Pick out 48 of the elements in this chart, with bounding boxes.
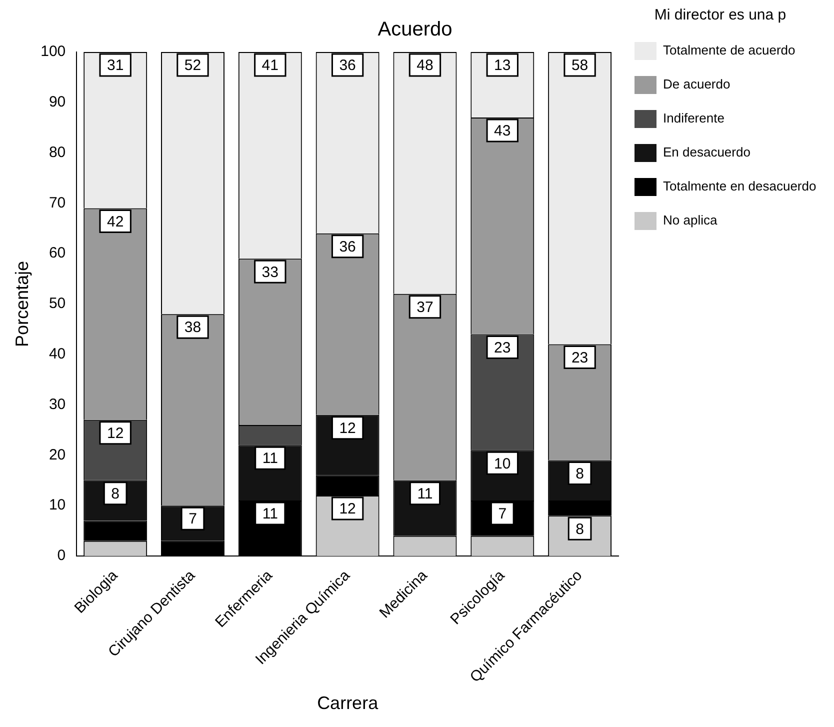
data-label: 38 [184, 319, 202, 336]
data-label: 8 [576, 520, 584, 538]
y-tick-label: 10 [48, 496, 66, 514]
data-label: 8 [576, 465, 584, 482]
data-label: 8 [111, 486, 120, 503]
data-label: 36 [339, 238, 356, 256]
legend-label: Indiferente [663, 110, 724, 126]
data-label: 11 [262, 450, 278, 468]
data-label: 12 [339, 500, 356, 518]
data-label: 12 [339, 420, 356, 438]
legend-label: En desacuerdo [663, 144, 750, 160]
data-label: 43 [494, 122, 511, 140]
y-axis-title: Porcentaje [12, 260, 32, 348]
data-label: 48 [416, 57, 434, 74]
data-label: 23 [494, 339, 511, 356]
legend-label: De acuerdo [663, 76, 730, 92]
data-label: 12 [106, 425, 124, 442]
data-label: 13 [494, 57, 511, 74]
data-label: 7 [188, 510, 197, 528]
y-tick-label: 0 [57, 547, 66, 564]
legend-label: Totalmente en desacuerdo [663, 178, 816, 194]
y-tick-label: 50 [48, 295, 66, 312]
legend-title: Mi director es una p [654, 6, 786, 24]
y-tick-label: 20 [48, 446, 66, 464]
data-label: 42 [106, 213, 124, 230]
data-label: 33 [262, 264, 278, 281]
data-label: 7 [498, 506, 507, 523]
legend-label: Totalmente de acuerdo [663, 42, 796, 58]
x-axis-title: Carrera [317, 693, 380, 714]
chart-title: Acuerdo [378, 18, 452, 41]
data-label: 36 [339, 57, 356, 74]
data-label: 41 [262, 57, 278, 74]
data-label: 11 [417, 486, 433, 503]
data-label: 23 [571, 349, 588, 366]
y-tick-label: 30 [48, 396, 66, 413]
data-label: 58 [571, 57, 588, 74]
y-tick-label: 80 [48, 144, 66, 161]
data-label: 31 [106, 57, 124, 74]
y-tick-label: 60 [48, 244, 66, 262]
y-tick-label: 100 [40, 43, 66, 60]
legend-label: No aplica [663, 212, 718, 228]
data-label: 10 [494, 455, 511, 472]
data-label: 37 [416, 299, 434, 316]
y-tick-label: 70 [48, 194, 66, 212]
data-label: 52 [184, 57, 202, 74]
y-tick-label: 90 [48, 94, 66, 111]
data-label: 11 [262, 506, 278, 523]
y-tick-label: 40 [48, 346, 66, 363]
